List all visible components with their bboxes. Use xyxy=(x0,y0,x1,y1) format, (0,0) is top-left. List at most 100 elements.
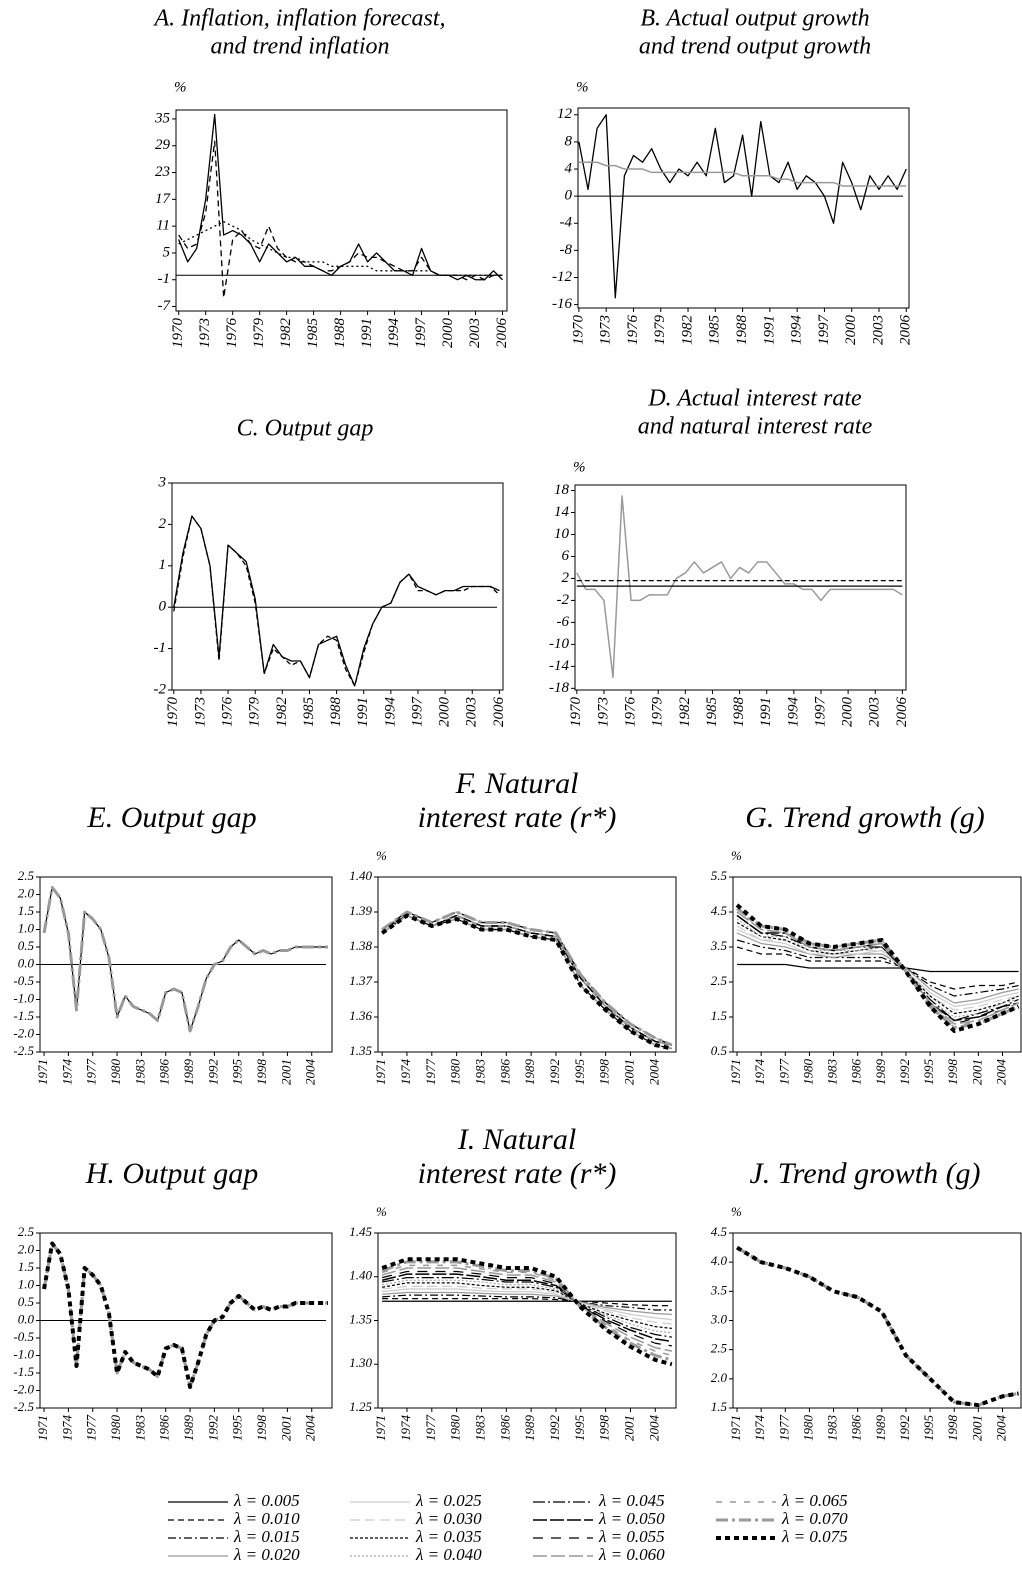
y-tick-label: -0.5 xyxy=(13,1329,34,1344)
y-tick-label: 2.5 xyxy=(18,868,35,883)
x-tick-label: 1989 xyxy=(873,1059,888,1086)
y-tick-label: -1 xyxy=(154,640,167,656)
x-tick-label: 1989 xyxy=(181,1415,196,1442)
x-tick-label: 1998 xyxy=(254,1415,269,1442)
x-tick-label: 1977 xyxy=(776,1059,791,1086)
x-tick-label: 1980 xyxy=(448,1059,463,1086)
x-tick-label: 1970 xyxy=(165,697,181,728)
series-line xyxy=(380,913,673,1051)
x-tick-label: 1995 xyxy=(572,1415,587,1442)
x-tick-label: 2001 xyxy=(621,1415,636,1441)
y-tick-label: -1.0 xyxy=(13,990,34,1005)
x-tick-label: 1970 xyxy=(568,697,584,728)
y-tick-label: -8 xyxy=(560,242,573,258)
legend-label: λ = 0.030 xyxy=(415,1509,482,1528)
x-tick-label: 1970 xyxy=(170,318,186,349)
x-tick-label: 1985 xyxy=(704,697,720,728)
series-line xyxy=(382,1291,672,1315)
legend-label: λ = 0.060 xyxy=(598,1545,665,1564)
y-axis-unit: % xyxy=(576,79,589,95)
y-tick-label: 1.5 xyxy=(711,1399,728,1414)
series-line xyxy=(736,915,1019,1022)
y-tick-label: -2 xyxy=(154,681,167,697)
x-tick-label: 1980 xyxy=(108,1059,123,1086)
x-tick-label: 1988 xyxy=(734,315,750,346)
chart-title: and trend output growth xyxy=(639,34,871,60)
series-line xyxy=(178,140,503,299)
x-tick-label: 1994 xyxy=(382,697,398,728)
x-tick-label: 1974 xyxy=(752,1415,767,1442)
x-tick-label: 1997 xyxy=(816,314,832,346)
series-line xyxy=(382,1285,672,1325)
series-line xyxy=(382,1279,672,1334)
y-tick-label: 14 xyxy=(554,504,570,520)
x-tick-label: 1976 xyxy=(623,697,639,728)
y-tick-label: -4 xyxy=(560,215,573,231)
x-tick-label: 1998 xyxy=(945,1059,960,1086)
x-tick-label: 1994 xyxy=(789,315,805,346)
series-line xyxy=(381,1273,672,1343)
y-tick-label: 2.5 xyxy=(711,973,728,988)
x-tick-label: 2004 xyxy=(993,1415,1008,1442)
x-tick-label: 1988 xyxy=(332,318,348,349)
x-tick-label: 1995 xyxy=(921,1415,936,1442)
x-tick-label: 1997 xyxy=(409,696,425,728)
y-tick-label: 2 xyxy=(159,516,167,532)
x-tick-label: 1977 xyxy=(423,1415,438,1442)
y-tick-label: 1.30 xyxy=(349,1355,372,1370)
y-tick-label: -2.5 xyxy=(13,1399,34,1414)
x-tick-label: 1982 xyxy=(679,315,695,346)
x-tick-label: 1979 xyxy=(247,697,263,728)
x-tick-label: 1971 xyxy=(373,1415,388,1441)
chart-title: G. Trend growth (g) xyxy=(745,801,984,834)
x-tick-label: 1991 xyxy=(359,318,375,348)
legend-label: λ = 0.010 xyxy=(233,1509,300,1528)
x-tick-label: 1976 xyxy=(224,318,240,349)
y-tick-label: -7 xyxy=(158,298,172,314)
legend-label: λ = 0.035 xyxy=(415,1527,482,1546)
chart-title: D. Actual interest rate xyxy=(647,386,862,412)
x-tick-label: 1986 xyxy=(497,1415,512,1442)
x-tick-label: 1986 xyxy=(157,1059,172,1086)
chart-title: C. Output gap xyxy=(237,416,374,442)
x-tick-label: 2001 xyxy=(621,1059,636,1085)
x-tick-label: 1985 xyxy=(301,697,317,728)
y-tick-label: 2.5 xyxy=(18,1224,35,1239)
y-tick-label: 3.0 xyxy=(710,1311,728,1326)
y-tick-label: 1.0 xyxy=(18,1276,35,1291)
series-line xyxy=(736,921,1019,1015)
y-tick-label: 18 xyxy=(554,482,570,498)
series-line xyxy=(381,1267,673,1352)
series-line xyxy=(382,1282,672,1329)
x-tick-label: 1983 xyxy=(472,1059,487,1086)
chart-title: J. Trend growth (g) xyxy=(749,1157,980,1190)
y-tick-label: -16 xyxy=(552,296,572,312)
x-tick-label: 1982 xyxy=(677,697,693,728)
legend-label: λ = 0.040 xyxy=(415,1545,482,1564)
x-tick-label: 1971 xyxy=(728,1415,743,1441)
x-tick-label: 1992 xyxy=(547,1059,562,1086)
y-tick-label: 2.5 xyxy=(711,1341,728,1356)
x-tick-label: 1983 xyxy=(472,1415,487,1442)
y-axis-unit: % xyxy=(573,459,586,475)
x-tick-label: 2006 xyxy=(491,697,507,728)
chart-title: A. Inflation, inflation forecast, xyxy=(152,6,445,32)
y-axis-unit: % xyxy=(731,1204,742,1219)
y-tick-label: 0.5 xyxy=(18,1294,35,1309)
x-tick-label: 1997 xyxy=(413,317,429,349)
x-tick-label: 2000 xyxy=(843,315,859,346)
x-tick-label: 1980 xyxy=(800,1059,815,1086)
chart-title: I. Natural xyxy=(457,1123,576,1156)
series-line xyxy=(173,515,500,687)
legend-label: λ = 0.075 xyxy=(781,1527,848,1546)
chart-title: interest rate (r*) xyxy=(418,801,617,834)
x-tick-label: 1992 xyxy=(205,1059,220,1086)
y-tick-label: 2.0 xyxy=(18,885,35,900)
y-tick-label: 6 xyxy=(562,548,570,564)
y-tick-label: -2.0 xyxy=(13,1025,34,1040)
x-tick-label: 1980 xyxy=(448,1415,463,1442)
legend-label: λ = 0.005 xyxy=(233,1491,300,1510)
x-tick-label: 1995 xyxy=(921,1059,936,1086)
x-tick-label: 1986 xyxy=(157,1415,172,1442)
